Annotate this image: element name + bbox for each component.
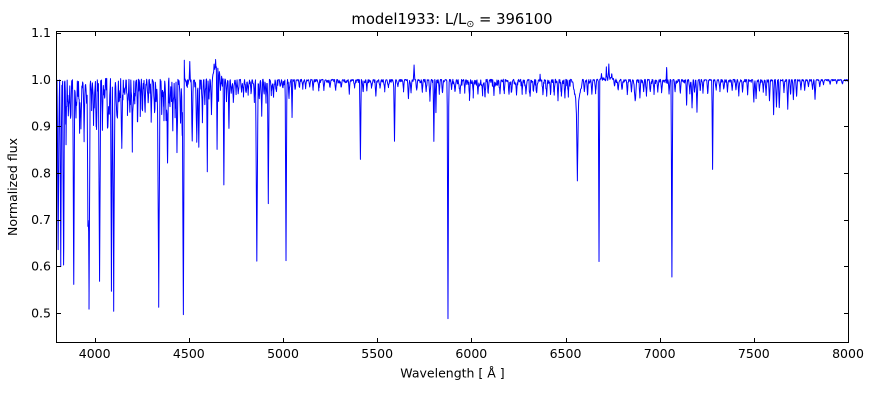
axis-tick-labels: 4000 4500 5000 5500 6000 6500 7000 7500 8000 0.5 0… <box>31 25 864 361</box>
y-tick-label: 0.7 <box>31 212 51 227</box>
x-tick-label: 4000 <box>79 346 111 361</box>
chart-title: model1933: L/L⊙ = 396100 <box>351 11 552 30</box>
x-tick-label: 4500 <box>173 346 205 361</box>
sun-symbol: ⊙ <box>466 19 474 30</box>
y-tick-label: 1.1 <box>31 25 51 40</box>
x-tick-label: 6000 <box>455 346 487 361</box>
spectrum-line <box>56 59 849 320</box>
x-axis-label: Wavelength [ Å ] <box>400 366 504 381</box>
y-tick-label: 0.6 <box>31 259 51 274</box>
y-tick-label: 1.0 <box>31 72 51 87</box>
plot-border <box>56 31 849 343</box>
y-tick-label: 0.9 <box>31 119 51 134</box>
x-tick-label: 6500 <box>550 346 582 361</box>
axis-ticks <box>57 32 849 342</box>
y-tick-label: 0.8 <box>31 165 51 180</box>
x-tick-label: 5500 <box>361 346 393 361</box>
x-tick-label: 8000 <box>832 346 864 361</box>
y-axis-label: Normalized flux <box>5 138 20 236</box>
y-tick-label: 0.5 <box>31 305 51 320</box>
x-tick-label: 7500 <box>738 346 770 361</box>
title-suffix: = 396100 <box>474 11 552 28</box>
title-prefix: model1933: L/L <box>351 11 467 28</box>
x-tick-label: 7000 <box>644 346 676 361</box>
x-tick-label: 5000 <box>267 346 299 361</box>
